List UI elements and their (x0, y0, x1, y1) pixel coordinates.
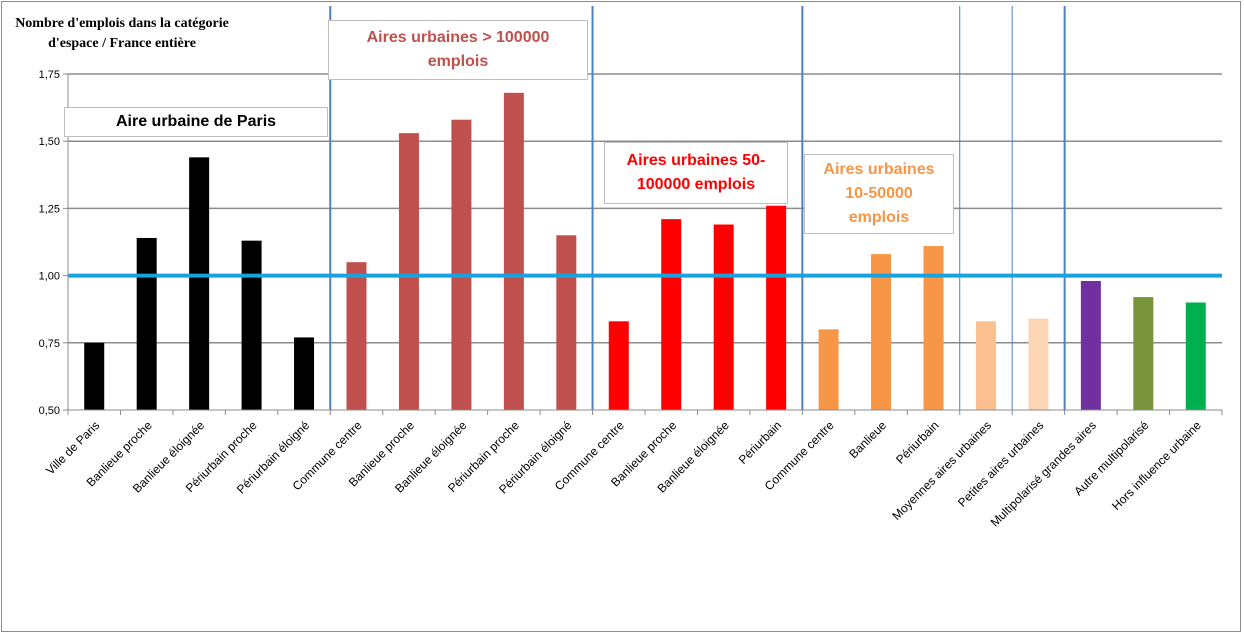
bar (661, 219, 682, 410)
bar (503, 92, 524, 410)
bar (189, 157, 210, 410)
group-label-small-urban-areas: Aires urbaines 10-50000 emplois (804, 154, 954, 234)
bar (766, 205, 787, 410)
x-tick-label: Petites aires urbaines (955, 418, 1047, 510)
bar (398, 133, 419, 411)
x-tick-label: Banlieue (846, 418, 889, 461)
bar (975, 321, 996, 410)
bar (923, 246, 944, 410)
bar (294, 337, 315, 410)
bar (346, 262, 367, 410)
x-tick-label: Périurbain (893, 418, 942, 467)
y-axis-title: Nombre d'emplois dans la catégorie d'esp… (15, 16, 229, 51)
bar (451, 119, 472, 411)
x-tick-label: Périurbain (736, 418, 785, 467)
bar (1080, 280, 1101, 410)
bar (241, 240, 262, 410)
y-tick-label: 0,75 (39, 338, 60, 350)
bar (136, 237, 157, 410)
bar (608, 321, 629, 410)
bar (1133, 297, 1154, 410)
y-tick-label: 1,00 (39, 271, 60, 283)
group-separators (329, 6, 1066, 410)
y-tick-label: 1,25 (39, 203, 60, 215)
bar (556, 235, 577, 410)
bars (84, 92, 1206, 411)
bar (1028, 318, 1049, 410)
y-tick-label: 1,50 (39, 136, 60, 148)
group-label-medium-urban-areas: Aires urbaines 50-100000 emplois (604, 142, 788, 204)
bar (1185, 302, 1206, 410)
bar (871, 254, 892, 410)
bar (713, 224, 734, 410)
x-tick-label: Multipolarisé grandes aires (988, 418, 1099, 529)
y-tick-label: 1,75 (39, 69, 60, 81)
group-label-large-urban-areas: Aires urbaines > 100000 emplois (328, 20, 588, 80)
group-label-paris: Aire urbaine de Paris (64, 107, 328, 137)
x-tick-label: Moyennes aires urbaines (889, 418, 994, 523)
x-tick-label: Hors influence urbaine (1109, 418, 1204, 513)
bar (818, 329, 839, 410)
y-tick-label: 0,50 (39, 405, 60, 417)
bar (84, 342, 105, 410)
